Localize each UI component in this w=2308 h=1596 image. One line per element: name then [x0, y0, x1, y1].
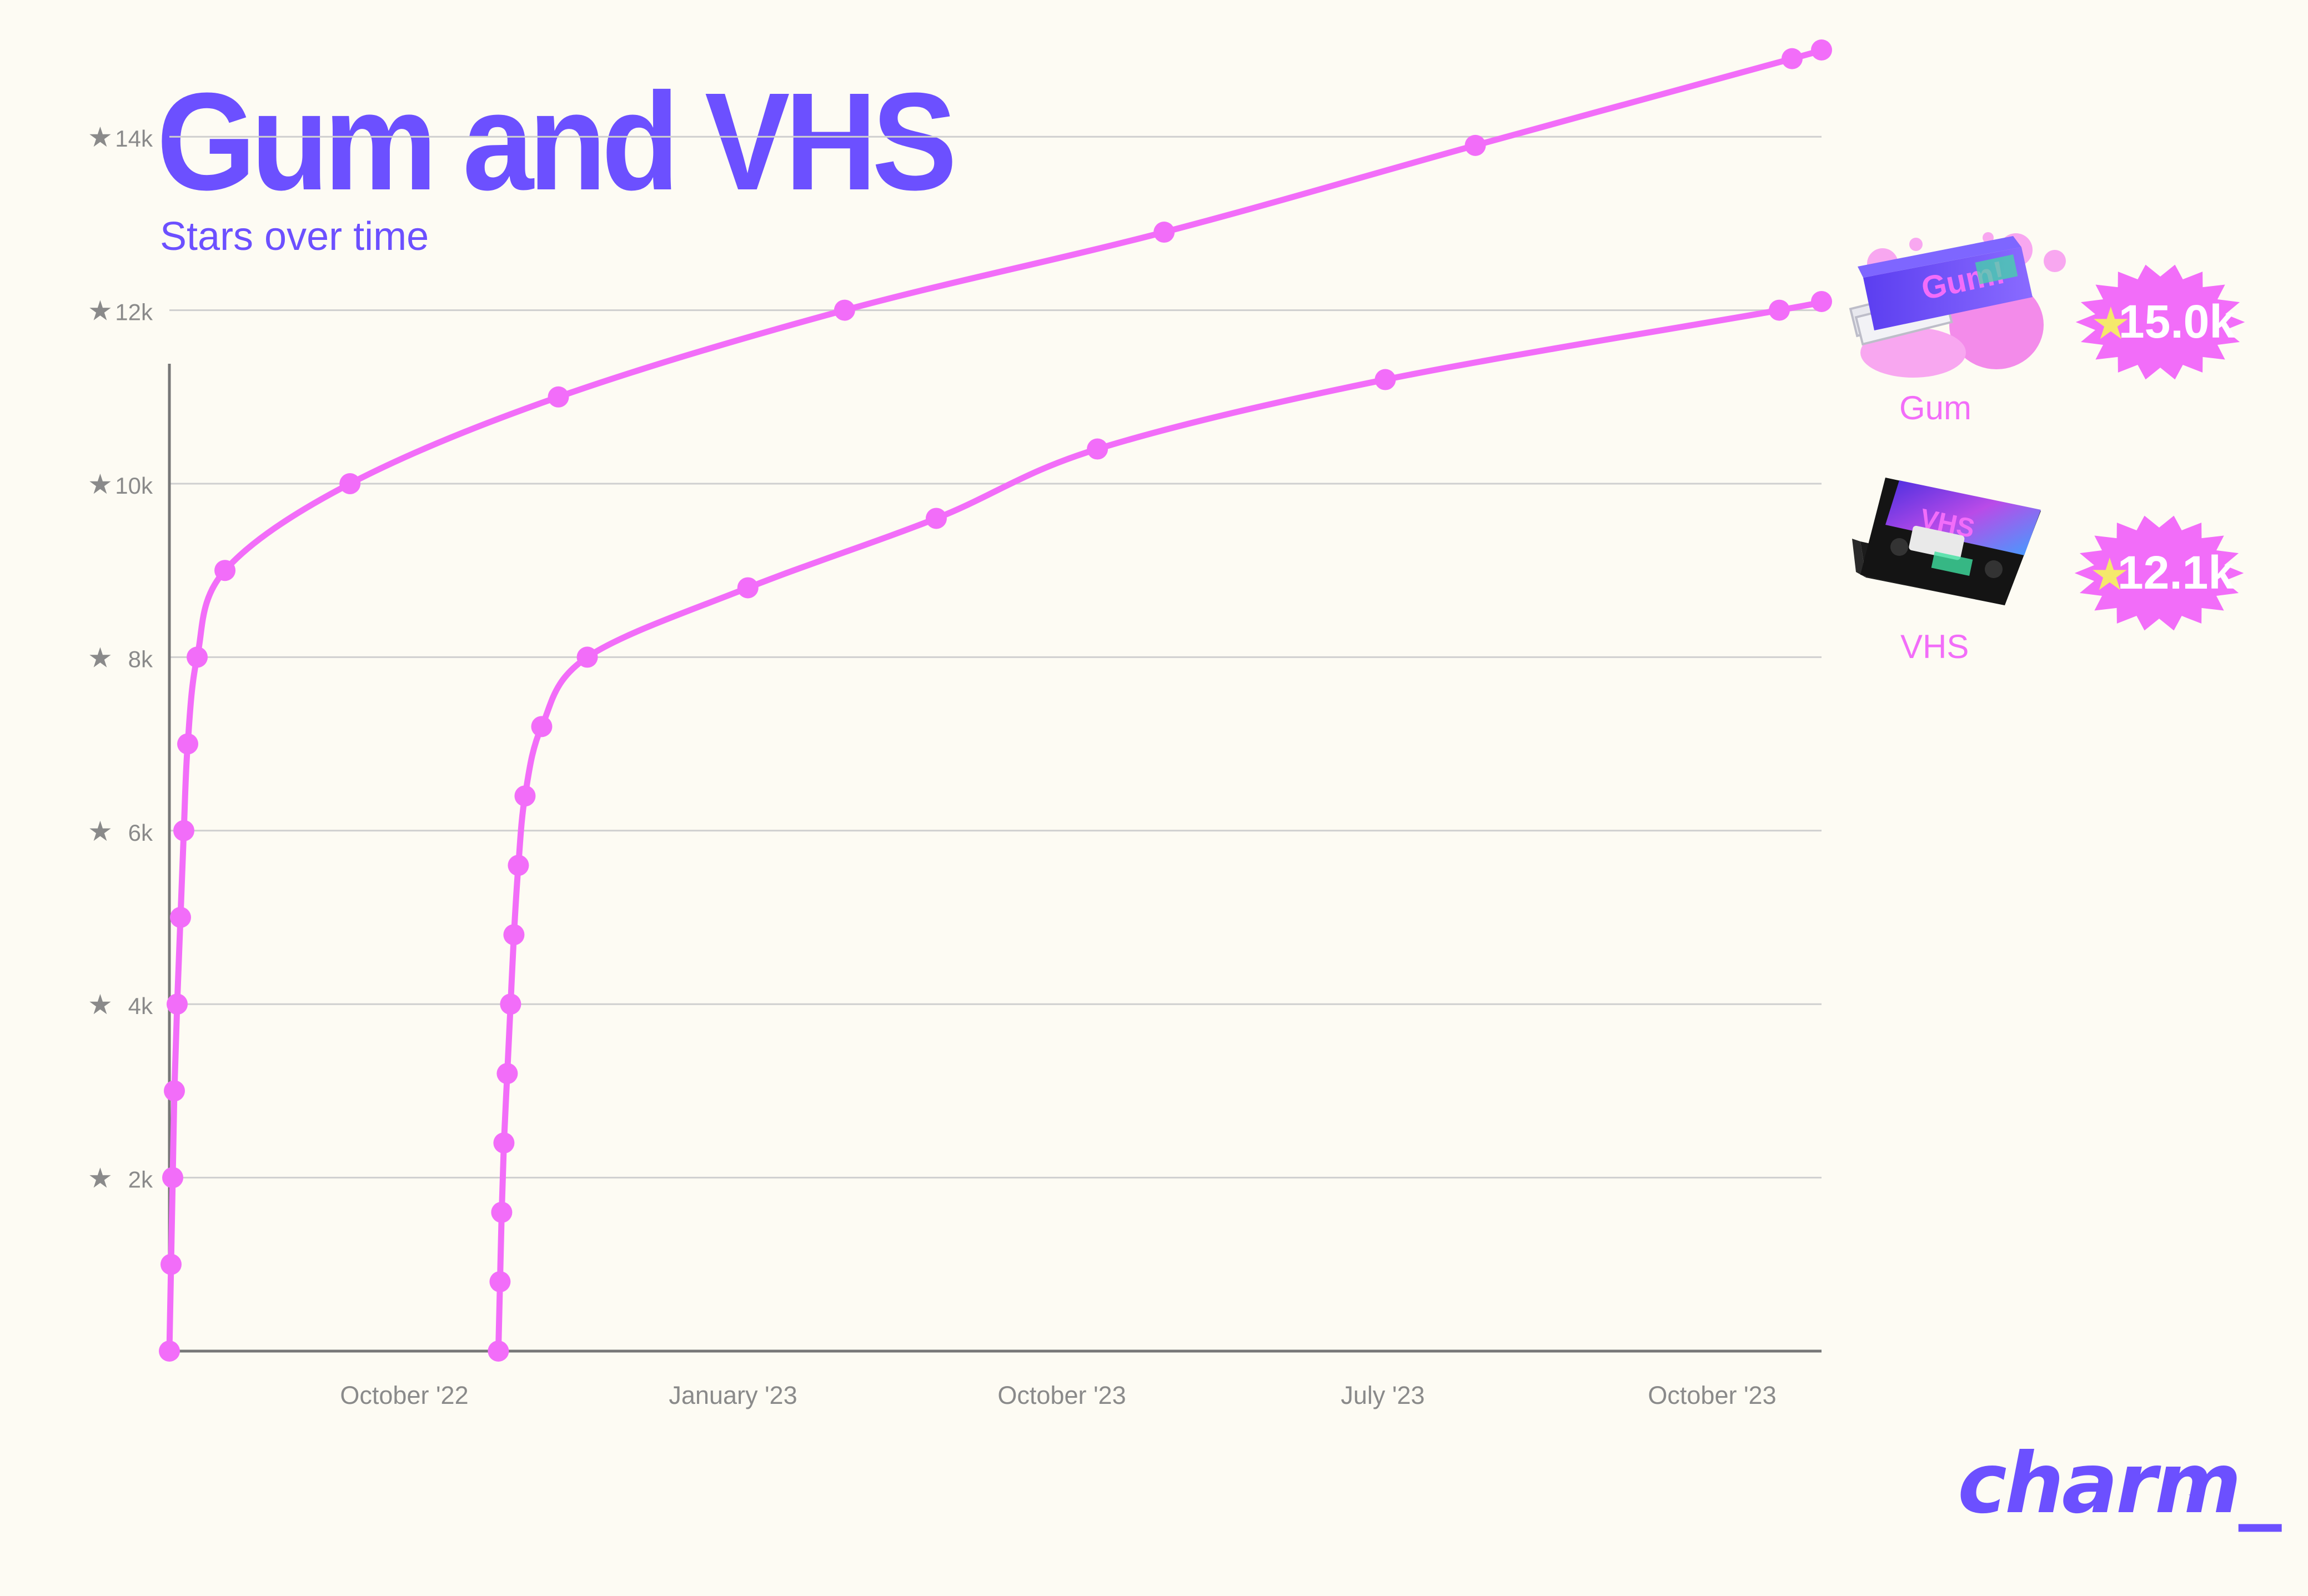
star-badge-vhs: ★12.1k — [2074, 515, 2244, 631]
data-point-vhs — [489, 1271, 511, 1293]
chart-title: Gum and VHS — [157, 64, 957, 219]
data-point-gum — [164, 1080, 185, 1102]
legend-gum-label: Gum — [1899, 389, 1972, 426]
data-point-gum — [548, 386, 569, 408]
data-point-gum — [162, 1167, 184, 1188]
series-line-vhs — [495, 298, 1828, 1354]
data-point-vhs — [488, 1341, 509, 1362]
series-line-gum — [166, 46, 1830, 1354]
badge-value: 15.0k — [2119, 295, 2235, 348]
data-point-gum — [160, 1253, 182, 1275]
data-point-gum — [159, 1341, 180, 1362]
charm-logo: charm_ — [1958, 1436, 2281, 1532]
data-point-vhs — [508, 855, 529, 876]
star-icon: ★ — [88, 295, 113, 327]
data-point-vhs — [925, 508, 947, 529]
data-point-vhs — [503, 924, 525, 946]
data-point-vhs — [1811, 290, 1832, 312]
y-tick-label: 12k — [115, 299, 153, 325]
badge-burst-shape — [2074, 515, 2244, 631]
data-point-vhs — [500, 993, 521, 1015]
series-lines — [159, 39, 1832, 1362]
data-point-gum — [177, 733, 199, 755]
grid-lines — [169, 135, 1822, 1179]
star-icon: ★ — [88, 641, 113, 674]
star-icon: ★ — [88, 988, 113, 1021]
data-point-vhs — [1768, 299, 1790, 321]
badge-burst-shape — [2075, 264, 2245, 380]
data-point-gum — [339, 473, 361, 494]
vhs-tape-icon: VHS — [1852, 478, 2041, 605]
star-icon: ★ — [2091, 298, 2131, 349]
data-point-vhs — [1087, 438, 1108, 460]
data-point-vhs — [514, 785, 536, 807]
x-tick-label: October '22 — [340, 1381, 468, 1409]
data-point-gum — [1781, 48, 1803, 69]
data-point-vhs — [576, 646, 598, 668]
star-icon: ★ — [88, 468, 113, 500]
charm-logo-trademark: ™ — [2188, 1493, 2196, 1502]
x-tick-label: October '23 — [1648, 1381, 1776, 1409]
gum-pack-icon: Gum! — [1849, 232, 2066, 378]
y-tick-label: 8k — [128, 646, 153, 672]
legend-vhs-label: VHS — [1900, 628, 1969, 665]
data-point-gum — [167, 993, 188, 1015]
data-point-vhs — [491, 1202, 513, 1223]
data-point-gum — [834, 299, 855, 321]
data-point-vhs — [531, 716, 553, 737]
data-point-gum — [1153, 222, 1175, 243]
star-badges: ★15.0k★12.1k — [2074, 264, 2245, 631]
data-point-gum — [173, 820, 195, 841]
x-tick-label: October '23 — [997, 1381, 1126, 1409]
star-icon: ★ — [88, 121, 113, 153]
data-point-vhs — [737, 577, 759, 599]
data-point-gum — [1464, 134, 1486, 156]
star-icon: ★ — [2090, 549, 2130, 600]
x-tick-label: January '23 — [669, 1381, 797, 1409]
badge-value: 12.1k — [2118, 546, 2234, 599]
star-icon: ★ — [88, 1162, 113, 1195]
data-point-vhs — [493, 1132, 515, 1154]
data-point-gum — [214, 560, 236, 581]
data-point-gum — [170, 907, 192, 928]
data-point-vhs — [1374, 369, 1396, 390]
y-tick-label: 10k — [115, 473, 153, 499]
star-badge-gum: ★15.0k — [2075, 264, 2245, 380]
x-tick-label: July '23 — [1341, 1381, 1424, 1409]
y-tick-label: 4k — [128, 993, 153, 1019]
y-tick-label: 6k — [128, 820, 153, 846]
y-tick-label: 14k — [115, 126, 153, 152]
data-point-gum — [187, 646, 208, 668]
data-point-vhs — [496, 1063, 518, 1085]
data-point-gum — [1811, 39, 1832, 61]
chart-subtitle: Stars over time — [160, 214, 429, 259]
y-tick-label: 2k — [128, 1167, 153, 1193]
star-icon: ★ — [88, 815, 113, 847]
